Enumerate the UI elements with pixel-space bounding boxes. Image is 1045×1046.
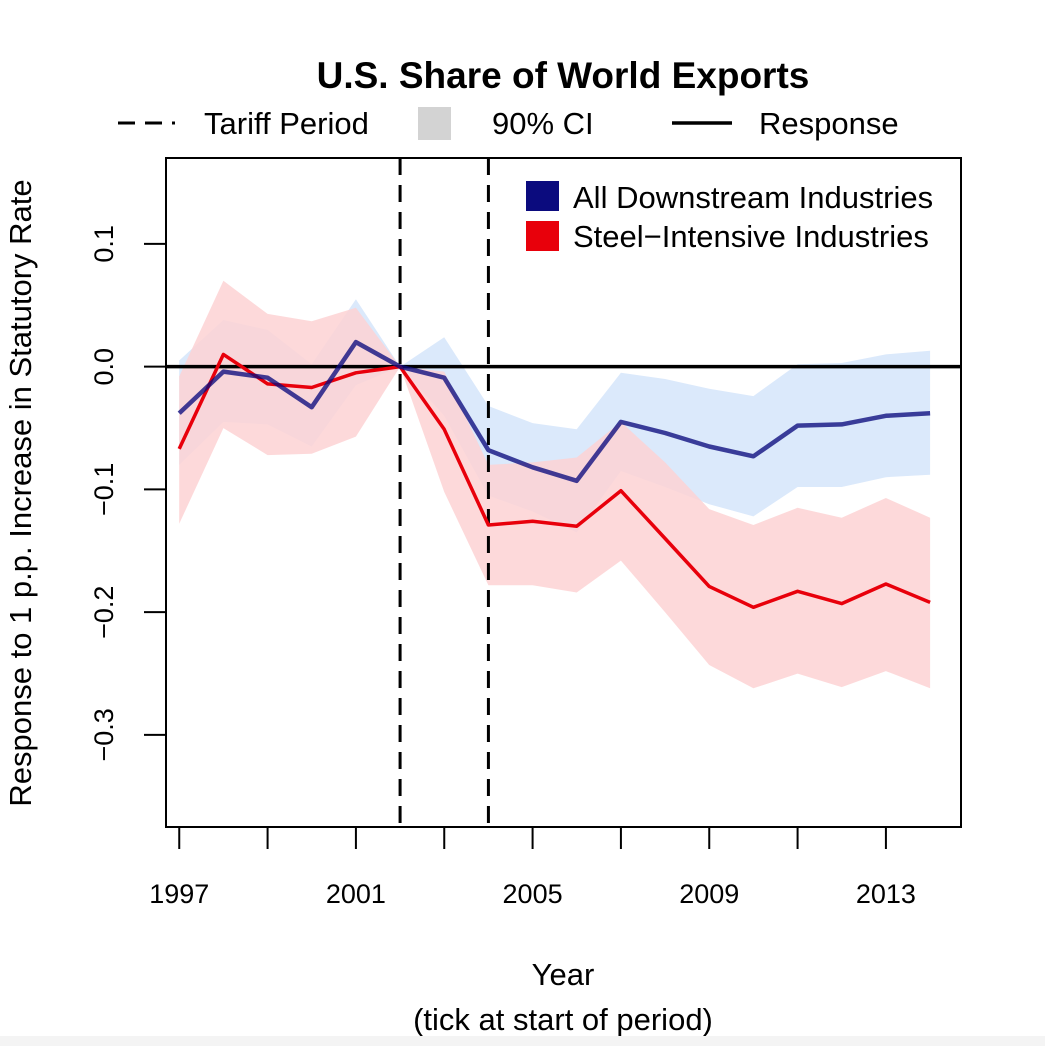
y-tick-label-4: −0.3 (89, 708, 119, 761)
chart-title: U.S. Share of World Exports (317, 55, 810, 96)
x-axis-label: Year (532, 957, 595, 992)
y-axis: 0.1 0.0 −0.1 −0.2 −0.3 (89, 225, 166, 762)
legend-ci-label: 90% CI (492, 106, 594, 141)
x-tick-label-2005: 2005 (503, 879, 563, 909)
reference-lines (166, 158, 961, 827)
x-axis: 1997 2001 2005 2009 2013 (149, 827, 916, 909)
line-all-downstream (177, 339, 931, 484)
legend-ci-swatch (418, 107, 451, 140)
y-tick-label-3: −0.2 (89, 586, 119, 639)
series-legend: All Downstream Industries Steel−Intensiv… (526, 180, 933, 254)
legend-swatch-all-downstream (526, 181, 559, 211)
x-tick-label-2001: 2001 (326, 879, 386, 909)
x-tick-label-2009: 2009 (679, 879, 739, 909)
y-tick-label-0: 0.1 (89, 225, 119, 263)
ci-bands (179, 280, 931, 689)
legend-swatch-steel-intensive (526, 221, 559, 251)
x-tick-label-1997: 1997 (149, 879, 209, 909)
line-steel-intensive (177, 352, 931, 610)
y-tick-label-2: −0.1 (89, 463, 119, 516)
legend-label-steel-intensive: Steel−Intensive Industries (573, 219, 929, 254)
series-lines (177, 339, 931, 610)
y-tick-label-1: 0.0 (89, 348, 119, 386)
top-legend: Tariff Period 90% CI Response (118, 106, 899, 141)
plot-frame (165, 157, 962, 828)
legend-label-all-downstream: All Downstream Industries (573, 180, 933, 215)
bottom-strip (0, 1036, 1045, 1046)
y-axis-label: Response to 1 p.p. Increase in Statutory… (3, 179, 38, 806)
legend-tariff-period-label: Tariff Period (204, 106, 369, 141)
x-axis-note: (tick at start of period) (413, 1002, 713, 1037)
ci-band-steel-intensive (179, 280, 931, 689)
x-tick-label-2013: 2013 (856, 879, 916, 909)
legend-response-label: Response (759, 106, 899, 141)
